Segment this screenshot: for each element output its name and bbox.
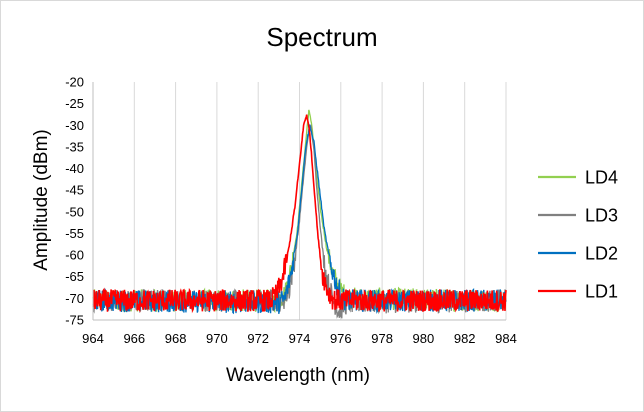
y-tick-label: -70 [65,291,84,306]
y-tick-labels: -20 -25 -30 -35 -40 -45 -50 -55 -60 -65 -70 -75 [65,75,84,328]
x-tick-label: 974 [289,331,311,346]
y-tick-label: -50 [65,204,84,219]
x-tick-label: 980 [413,331,435,346]
legend: LD4 LD3 LD2 LD1 [538,168,618,302]
x-tick-label: 984 [495,331,517,346]
x-axis-label: Wavelength (nm) [226,365,370,386]
y-tick-label: -75 [65,313,84,328]
grid-lines [92,82,507,320]
y-tick-label: -40 [65,161,84,176]
y-tick-label: -60 [65,248,84,263]
legend-label-ld3: LD3 [585,206,618,226]
axes [92,82,506,321]
x-tick-label: 982 [454,331,476,346]
legend-label-ld1: LD1 [585,282,618,302]
y-tick-label: -55 [65,226,84,241]
y-tick-label: -35 [65,139,84,154]
y-tick-label: -20 [65,75,84,90]
x-tick-label: 968 [165,331,187,346]
x-tick-label: 966 [123,331,145,346]
x-tick-labels: 964 966 968 970 972 974 976 978 980 982 984 [82,331,517,346]
x-tick-label: 976 [330,331,352,346]
legend-label-ld4: LD4 [585,168,618,188]
y-tick-label: -25 [65,96,84,111]
legend-label-ld2: LD2 [585,244,618,264]
x-tick-label: 970 [206,331,228,346]
x-tick-label: 978 [371,331,393,346]
series-line-ld1 [92,114,507,314]
y-tick-label: -45 [65,183,84,198]
chart-title: Spectrum [266,22,377,52]
series-layer [92,109,507,319]
y-axis-label: Amplitude (dBm) [31,129,52,271]
y-tick-label: -65 [65,269,84,284]
x-tick-label: 972 [247,331,269,346]
y-tick-label: -30 [65,118,84,133]
x-tick-label: 964 [82,331,104,346]
